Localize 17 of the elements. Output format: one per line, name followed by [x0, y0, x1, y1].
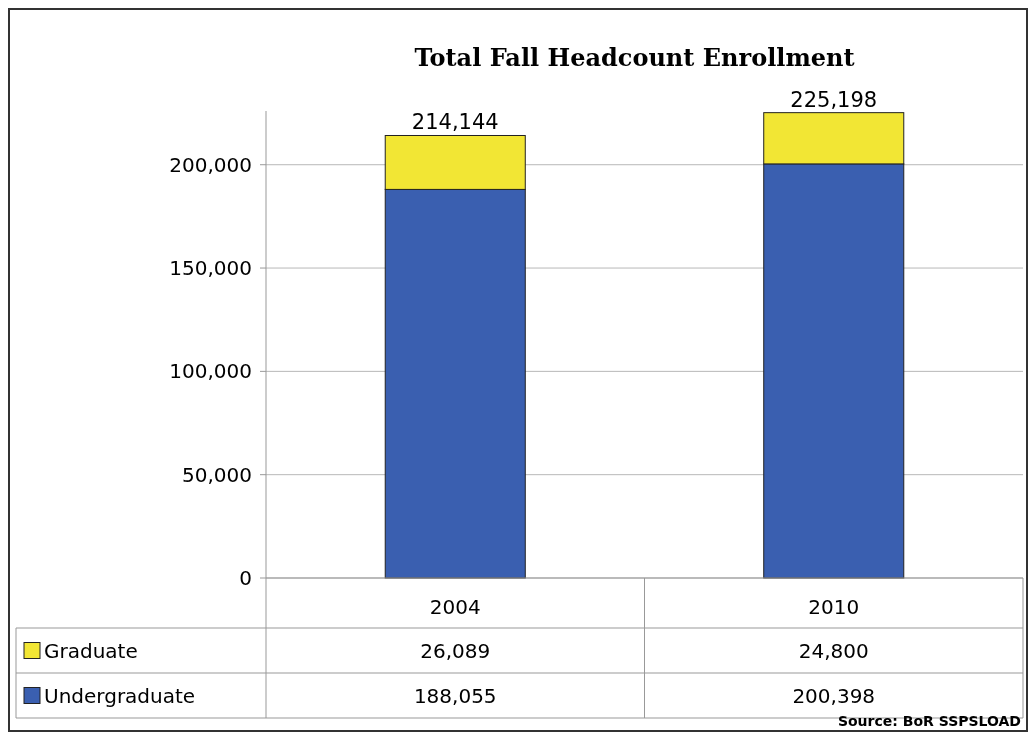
x-tick-label: 2004 — [429, 595, 481, 619]
y-tick-label: 200,000 — [169, 152, 252, 177]
total-label: 214,144 — [411, 110, 499, 135]
y-tick-label: 100,000 — [169, 359, 252, 384]
legend-label: Undergraduate — [44, 683, 196, 708]
chart-title: Total Fall Headcount Enrollment — [414, 43, 855, 72]
data-label: 26,089 — [420, 638, 491, 663]
data-label: 24,800 — [798, 638, 869, 663]
x-tick-label: 2010 — [808, 595, 860, 619]
y-tick-label: 50,000 — [182, 462, 252, 487]
total-label: 225,198 — [790, 87, 878, 112]
legend-label: Graduate — [44, 638, 138, 663]
data-label: 200,398 — [792, 683, 876, 708]
source-note: Source: BoR SSPSLOAD — [837, 713, 1021, 729]
y-tick-label: 150,000 — [169, 256, 252, 281]
y-tick-label: 0 — [239, 566, 252, 590]
data-label: 188,055 — [413, 683, 497, 708]
